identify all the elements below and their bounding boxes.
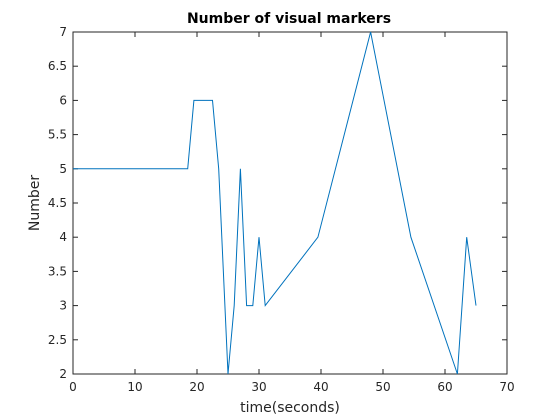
x-tick-label: 40 xyxy=(313,380,328,394)
x-tick-label: 10 xyxy=(127,380,142,394)
plot-frame xyxy=(72,31,508,375)
y-tick-label: 5.5 xyxy=(48,128,67,142)
axis-ticks: 0 10 20 30 40 50 60 70 2 2.5 3 3.5 4 4.5 5 5.5 6 6.5 7 xyxy=(48,25,515,394)
y-tick-label: 6 xyxy=(59,93,67,107)
y-tick-label: 2 xyxy=(59,367,67,381)
y-tick-label: 6.5 xyxy=(48,59,67,73)
y-tick-label: 3 xyxy=(59,299,67,313)
series-layer xyxy=(73,31,477,375)
x-tick-label: 50 xyxy=(375,380,390,394)
series-line-0 xyxy=(73,31,477,375)
y-tick-label: 2.5 xyxy=(48,333,67,347)
y-tick-label: 7 xyxy=(59,25,67,39)
x-tick-label: 70 xyxy=(499,380,514,394)
x-axis-label: time(seconds) xyxy=(240,400,340,416)
y-tick-label: 5 xyxy=(59,162,67,176)
y-tick-label: 4.5 xyxy=(48,196,67,210)
y-tick-label: 3.5 xyxy=(48,264,67,278)
x-tick-label: 20 xyxy=(189,380,204,394)
x-tick-label: 0 xyxy=(69,380,77,394)
y-tick-label: 4 xyxy=(59,230,67,244)
chart-title: Number of visual markers xyxy=(187,11,391,27)
y-axis-label: Number xyxy=(27,175,43,231)
x-tick-label: 60 xyxy=(437,380,452,394)
x-tick-label: 30 xyxy=(251,380,266,394)
